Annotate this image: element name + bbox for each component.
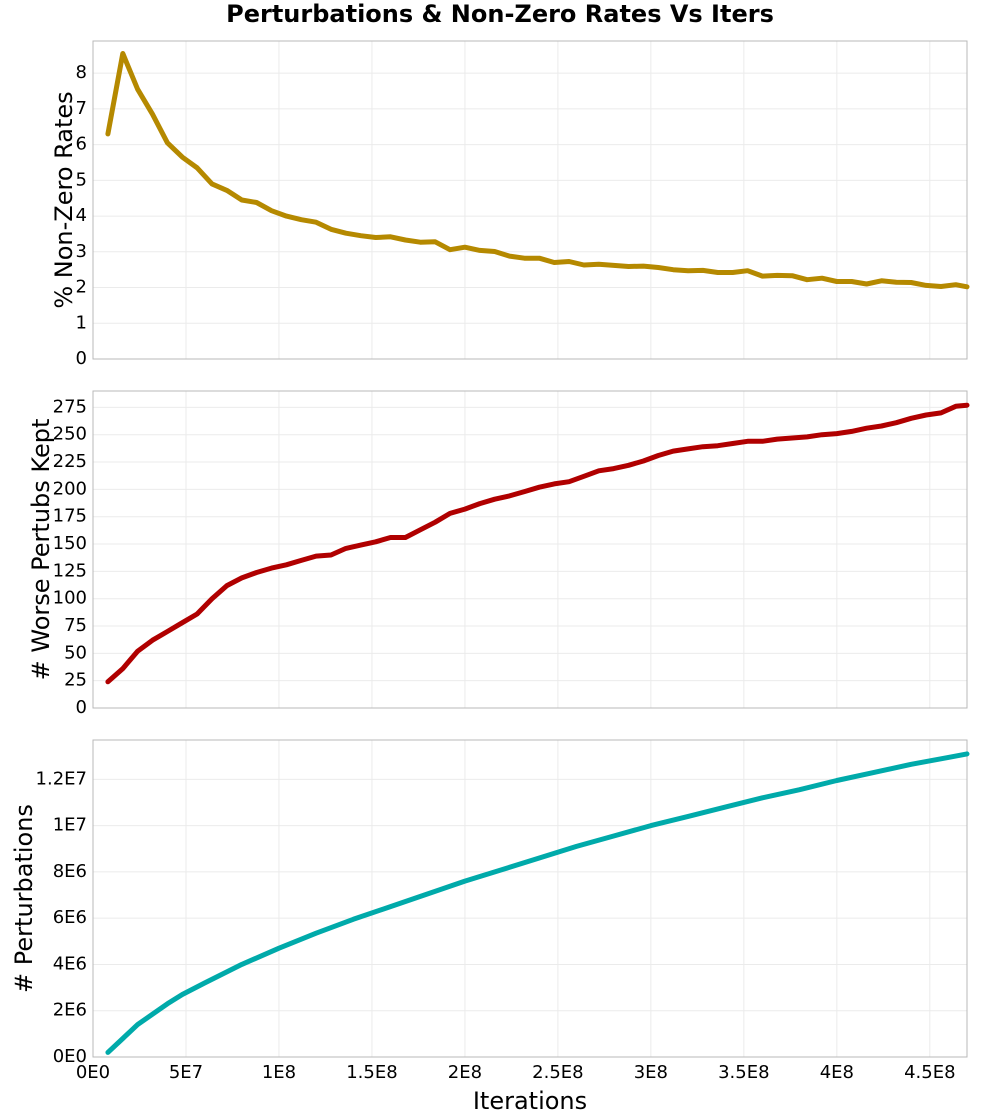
x-tick-label: 0E0 [76,1062,110,1083]
panel-1-grid [92,41,967,360]
y-tick-label: 1E7 [53,815,87,836]
y-tick-label: 1.2E7 [36,768,87,789]
y-tick-label: 4 [76,205,87,226]
y-tick-label: 8 [76,62,87,83]
y-tick-label: 2 [76,277,87,298]
y-tick-label: 200 [53,478,87,499]
x-tick-label: 2E8 [448,1062,482,1083]
y-tick-label: 25 [64,670,87,691]
panel-1-frame [92,40,968,360]
x-tick-label: 5E7 [169,1062,203,1083]
x-tick-label: 3.5E8 [718,1062,769,1083]
x-tick-label: 4.5E8 [904,1062,955,1083]
panel-2-frame [92,390,968,709]
y-tick-label: 0 [76,348,87,369]
non-zero-rates-line [105,51,970,290]
x-tick-label: 4E8 [820,1062,854,1083]
y-tick-label: 4E6 [53,953,87,974]
panels: 0 1 2 3 4 5 6 7 8 % Non-Zero Rates 0 25 50 75 100 125 15… [10,40,970,1083]
y-tick-label: 150 [53,533,87,554]
x-tick-label: 1.5E8 [346,1062,397,1083]
y-tick-label: 7 [76,98,87,119]
y-tick-label: 50 [64,642,87,663]
y-tick-label: 2E6 [53,1000,87,1021]
y-tick-label: 125 [53,560,87,581]
y-tick-label: 100 [53,588,87,609]
y-tick-label: 1 [76,312,87,333]
x-axis-label: Iterations [473,1087,587,1115]
worse-pertubs-kept-line [105,402,970,685]
x-tick-label: 1E8 [262,1062,296,1083]
panel-1-y-axis-label: % Non-Zero Rates [50,91,78,308]
y-tick-label: 5 [76,169,87,190]
figure-title: Perturbations & Non-Zero Rates Vs Iters [226,0,774,28]
y-tick-label: 0E0 [53,1046,87,1067]
y-tick-label: 175 [53,506,87,527]
x-tick-label: 3E8 [634,1062,668,1083]
panel-2: 0 25 50 75 100 125 150 175 200 225 250 275# Worse P… [27,390,970,718]
panel-1: 0 1 2 3 4 5 6 7 8 % Non-Zero Rates [50,40,970,369]
x-tick-label: 2.5E8 [532,1062,583,1083]
panel-3: 0E0 2E6 4E6 6E6 8E6 1E7 1.2E7 0E0 5E7 1E8 1.5E8 2E8… [10,739,970,1083]
panel-3-grid [92,740,967,1058]
y-tick-label: 6 [76,134,87,155]
y-tick-label: 3 [76,241,87,262]
y-tick-label: 6E6 [53,907,87,928]
y-tick-label: 8E6 [53,861,87,882]
perturbations-line [105,751,970,1055]
y-tick-label: 275 [53,396,87,417]
panel-2-y-axis-label: # Worse Pertubs Kept [27,419,55,681]
panel-3-y-axis-label: # Perturbations [10,804,38,993]
panel-2-grid [92,391,967,709]
panel-3-frame [92,739,968,1058]
y-tick-label: 250 [53,424,87,445]
y-tick-label: 75 [64,615,87,636]
y-tick-label: 0 [76,697,87,718]
y-tick-label: 225 [53,451,87,472]
